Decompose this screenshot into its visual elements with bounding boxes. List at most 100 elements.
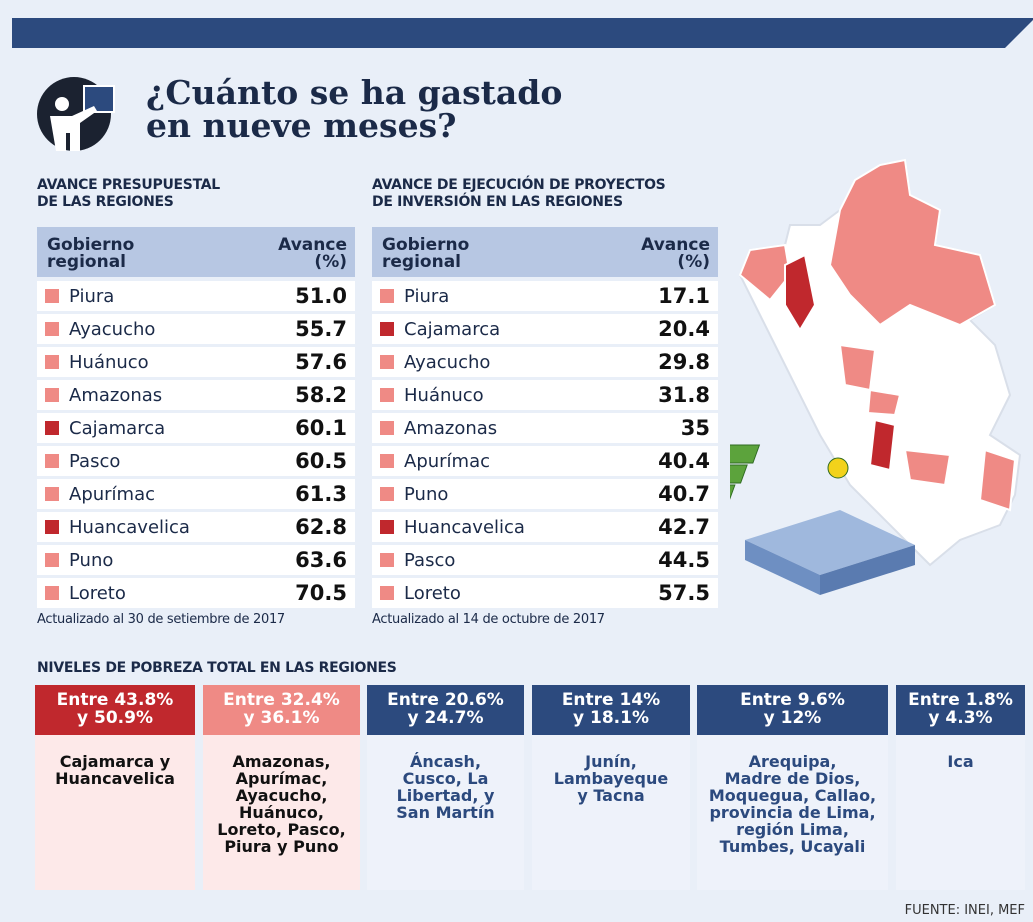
color-swatch <box>380 586 394 600</box>
color-swatch <box>45 355 59 369</box>
region-name: Pasco <box>404 549 456 571</box>
progress-value: 51.0 <box>295 284 347 308</box>
progress-value: 57.5 <box>658 581 710 605</box>
table-row: Pasco 44.5 <box>372 545 718 575</box>
color-swatch <box>380 421 394 435</box>
region-name: Puno <box>69 549 114 571</box>
region-list: Ica <box>896 735 1025 890</box>
progress-value: 40.4 <box>658 449 710 473</box>
column-header: Gobierno regional <box>47 235 135 272</box>
progress-value: 35 <box>680 416 710 440</box>
progress-value: 60.5 <box>295 449 347 473</box>
color-swatch <box>380 355 394 369</box>
table-row: Pasco 60.5 <box>37 446 355 476</box>
table-note: Actualizado al 30 de setiembre de 2017 <box>37 612 285 627</box>
progress-value: 31.8 <box>658 383 710 407</box>
color-swatch <box>45 553 59 567</box>
progress-value: 29.8 <box>658 350 710 374</box>
region-name: Huánuco <box>69 351 149 373</box>
region-name: Piura <box>404 285 450 307</box>
region-name: Apurímac <box>69 483 156 505</box>
color-swatch <box>380 553 394 567</box>
table-row: Apurímac 61.3 <box>37 479 355 509</box>
table-header: Gobierno regional Avance (%) <box>37 227 355 277</box>
poverty-box: Entre 32.4% y 36.1% Amazonas, Apurímac, A… <box>203 685 360 890</box>
table-row: Apurímac 40.4 <box>372 446 718 476</box>
color-swatch <box>380 388 394 402</box>
color-swatch <box>45 454 59 468</box>
color-swatch <box>380 454 394 468</box>
table-row: Puno 63.6 <box>37 545 355 575</box>
presenter-icon <box>37 77 115 151</box>
table-row: Loreto 57.5 <box>372 578 718 608</box>
color-swatch <box>45 322 59 336</box>
region-name: Piura <box>69 285 115 307</box>
progress-value: 17.1 <box>658 284 710 308</box>
table-row: Piura 17.1 <box>372 281 718 311</box>
table-row: Huánuco 57.6 <box>37 347 355 377</box>
color-swatch <box>45 421 59 435</box>
poverty-box: Entre 43.8% y 50.9% Cajamarca y Huancavel… <box>35 685 195 890</box>
progress-value: 55.7 <box>295 317 347 341</box>
range-label: Entre 32.4% y 36.1% <box>203 685 360 735</box>
color-swatch <box>45 520 59 534</box>
peru-map <box>730 158 1022 595</box>
investment-table: Gobierno regional Avance (%) Piura 17.1 Caja… <box>372 227 718 611</box>
poverty-box: Entre 9.6% y 12% Arequipa, Madre de Dios,… <box>697 685 888 890</box>
progress-value: 44.5 <box>658 548 710 572</box>
region-name: Huánuco <box>404 384 484 406</box>
title: ¿Cuánto se ha gastado en nueve meses? <box>146 73 563 145</box>
color-swatch <box>45 586 59 600</box>
table-note: Actualizado al 14 de octubre de 2017 <box>372 612 605 627</box>
table-row: Huancavelica 62.8 <box>37 512 355 542</box>
color-swatch <box>380 520 394 534</box>
table-heading: AVANCE PRESUPUESTAL DE LAS REGIONES <box>37 177 220 210</box>
progress-value: 70.5 <box>295 581 347 605</box>
table-row: Ayacucho 29.8 <box>372 347 718 377</box>
poverty-box: Entre 20.6% y 24.7% Áncash, Cusco, La Lib… <box>367 685 524 890</box>
color-swatch <box>45 388 59 402</box>
poverty-box: Entre 14% y 18.1% Junín, Lambayeque y Tac… <box>532 685 690 890</box>
table-row: Cajamarca 60.1 <box>37 413 355 443</box>
range-label: Entre 20.6% y 24.7% <box>367 685 524 735</box>
progress-value: 40.7 <box>658 482 710 506</box>
region-list: Cajamarca y Huancavelica <box>35 735 195 890</box>
region-name: Cajamarca <box>404 318 501 340</box>
region-name: Amazonas <box>69 384 163 406</box>
region-list: Áncash, Cusco, La Libertad, y San Martín <box>367 735 524 890</box>
progress-value: 61.3 <box>295 482 347 506</box>
range-label: Entre 1.8% y 4.3% <box>896 685 1025 735</box>
region-name: Huancavelica <box>69 516 190 538</box>
column-header: Avance (%) <box>641 235 710 272</box>
poverty-box: Entre 1.8% y 4.3% Ica <box>896 685 1025 890</box>
region-name: Puno <box>404 483 449 505</box>
table-row: Huancavelica 42.7 <box>372 512 718 542</box>
column-header: Avance (%) <box>278 235 347 272</box>
table-heading: AVANCE DE EJECUCIÓN DE PROYECTOS DE INVE… <box>372 177 666 210</box>
region-name: Loreto <box>404 582 461 604</box>
region-name: Loreto <box>69 582 126 604</box>
region-list: Arequipa, Madre de Dios, Moquegua, Calla… <box>697 735 888 890</box>
table-row: Ayacucho 55.7 <box>37 314 355 344</box>
region-list: Junín, Lambayeque y Tacna <box>532 735 690 890</box>
region-list: Amazonas, Apurímac, Ayacucho, Huánuco, L… <box>203 735 360 890</box>
range-label: Entre 9.6% y 12% <box>697 685 888 735</box>
budget-table: Gobierno regional Avance (%) Piura 51.0 Ayac… <box>37 227 355 611</box>
progress-value: 60.1 <box>295 416 347 440</box>
color-swatch <box>380 289 394 303</box>
region-name: Apurímac <box>404 450 491 472</box>
region-name: Ayacucho <box>69 318 156 340</box>
top-bar <box>12 18 1033 48</box>
region-name: Pasco <box>69 450 121 472</box>
progress-value: 58.2 <box>295 383 347 407</box>
progress-value: 57.6 <box>295 350 347 374</box>
region-name: Huancavelica <box>404 516 525 538</box>
table-row: Piura 51.0 <box>37 281 355 311</box>
color-swatch <box>45 289 59 303</box>
progress-value: 42.7 <box>658 515 710 539</box>
region-name: Ayacucho <box>404 351 491 373</box>
poverty-heading: NIVELES DE POBREZA TOTAL EN LAS REGIONES <box>37 660 397 676</box>
table-row: Cajamarca 20.4 <box>372 314 718 344</box>
table-header: Gobierno regional Avance (%) <box>372 227 718 277</box>
